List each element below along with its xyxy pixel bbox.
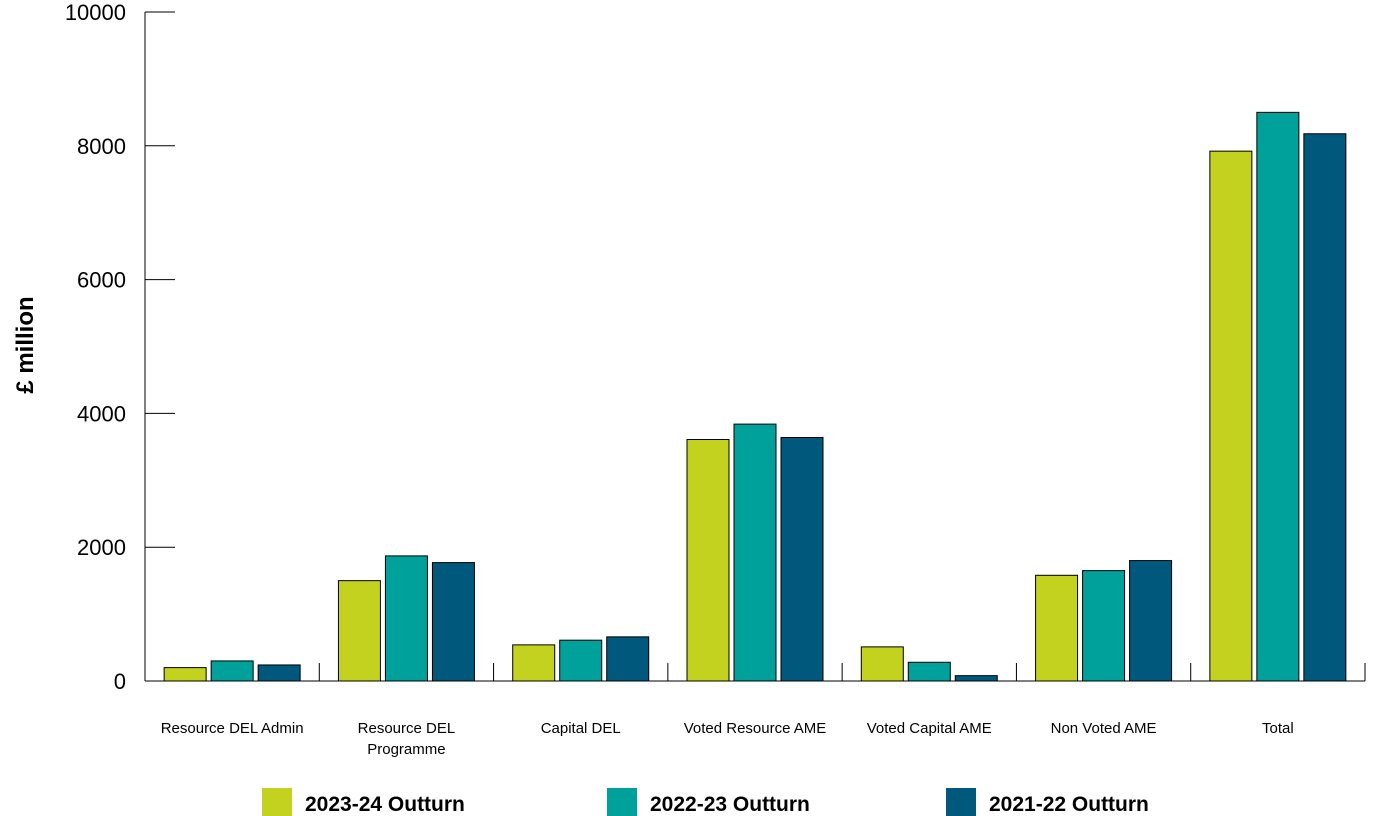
bar xyxy=(733,423,777,682)
bar xyxy=(954,675,998,682)
x-tick-label: Resource DEL Programme xyxy=(358,720,456,758)
bar xyxy=(860,646,904,682)
legend-swatch xyxy=(946,788,976,816)
legend-label: 2023-24 Outturn xyxy=(305,793,465,816)
bar xyxy=(431,562,475,682)
x-tick-label: Voted Resource AME xyxy=(684,720,827,737)
x-tick-label: Resource DEL Admin xyxy=(161,720,304,737)
bar xyxy=(337,580,381,682)
legend-swatch xyxy=(607,788,637,816)
x-tick-label: Non Voted AME xyxy=(1051,720,1157,737)
legend: 2023-24 Outturn 2022-23 Outturn 2021-22 Ou… xyxy=(262,788,1149,816)
bar xyxy=(686,438,730,682)
y-axis-title: £ million xyxy=(12,296,39,393)
bar xyxy=(512,644,556,682)
bar xyxy=(559,639,603,682)
bar xyxy=(210,660,254,682)
x-tick-label: Total xyxy=(1262,720,1294,737)
bar xyxy=(163,667,207,682)
bar xyxy=(1129,560,1173,682)
bar xyxy=(1082,570,1126,682)
bar xyxy=(1303,133,1347,682)
bar xyxy=(1209,150,1253,682)
bar xyxy=(907,661,951,682)
bar xyxy=(606,636,650,682)
legend-swatch xyxy=(262,788,292,816)
y-tick-label: 10000 xyxy=(65,0,126,25)
y-tick-label: 6000 xyxy=(77,268,126,293)
x-tick-label: Voted Capital AME xyxy=(867,720,992,737)
bar xyxy=(1035,574,1079,682)
y-tick-label: 4000 xyxy=(77,401,126,426)
category-labels: Resource DEL Admin Resource DEL Programme C… xyxy=(161,720,1294,758)
bar xyxy=(1256,111,1300,682)
bar xyxy=(257,664,301,682)
y-tick-label: 2000 xyxy=(77,535,126,560)
x-tick-label: Capital DEL xyxy=(541,720,621,737)
y-axis: 0 2000 4000 6000 8000 10000 xyxy=(65,0,175,694)
y-tick-label: 0 xyxy=(114,669,126,694)
bar xyxy=(384,555,428,682)
bars xyxy=(163,111,1347,682)
y-tick-label: 8000 xyxy=(77,134,126,159)
legend-label: 2021-22 Outturn xyxy=(989,793,1149,816)
legend-label: 2022-23 Outturn xyxy=(650,793,810,816)
bar xyxy=(780,436,824,682)
